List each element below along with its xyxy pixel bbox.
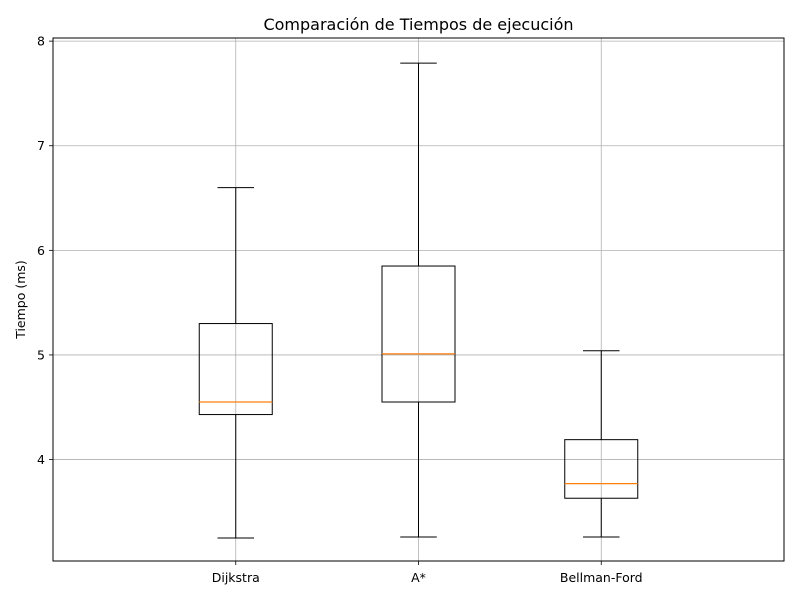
axis-ticks: Dijkstra A* Bellman-Ford 4 5 6 7 8	[37, 34, 643, 585]
x-tick-label: Dijkstra	[212, 570, 260, 585]
boxes	[198, 62, 639, 539]
box-bellman-ford	[564, 350, 639, 538]
x-tick-label: A*	[411, 570, 426, 585]
chart-title: Comparación de Tiempos de ejecución	[263, 15, 573, 34]
iqr-box	[381, 265, 456, 403]
y-tick-label: 6	[37, 243, 45, 258]
y-axis-label: Tiempo (ms)	[13, 260, 28, 340]
box-a	[381, 62, 456, 538]
iqr-box	[564, 439, 639, 499]
y-tick-label: 4	[37, 452, 45, 467]
iqr-box	[198, 323, 273, 416]
y-tick-label: 7	[37, 138, 45, 153]
x-tick-label: Bellman-Ford	[560, 570, 643, 585]
y-tick-label: 8	[37, 34, 45, 49]
box-dijkstra	[198, 187, 273, 539]
y-tick-label: 5	[37, 347, 45, 362]
